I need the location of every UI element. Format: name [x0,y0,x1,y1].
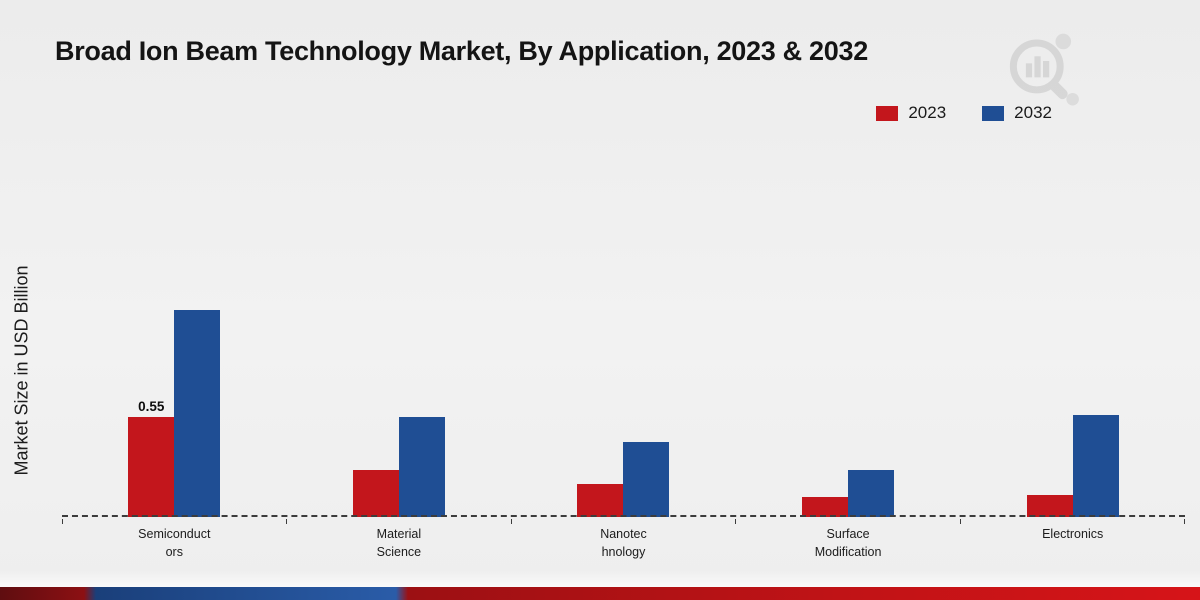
bar-group-nanotechnology [577,442,670,517]
bar-2032-electronics [1072,415,1119,517]
bar-group-semiconductors: 0.55 [128,310,221,517]
bar-value-label-2023-semiconductors: 0.55 [138,399,165,414]
legend-item-2023: 2023 [876,103,946,123]
axis-tick [510,519,512,524]
bar-2023-electronics [1026,495,1073,517]
bar-group-electronics [1026,415,1119,517]
axis-tick [1183,519,1185,524]
footer-stripe [0,587,1200,600]
bar-series-container: 0.55 [62,87,1185,517]
axis-tick [62,519,63,524]
category-labels: Semiconduct ors Material Science Nanotec h… [62,526,1185,561]
category-label-semiconductors: Semiconduct ors [138,527,211,559]
mrfr-logo-watermark [1009,33,1079,106]
bar-2023-nanotechnology [577,484,624,517]
bar-2023-surface-modification [802,497,849,517]
legend-swatch-2023 [876,105,899,121]
category-label-material-science: Material Science [376,527,422,559]
bar-2032-nanotechnology [623,442,670,517]
legend-label-2032: 2032 [1014,103,1052,122]
plot-area: 0.55 [62,87,1185,517]
legend: 2023 2032 [876,103,1052,123]
axis-tick [286,519,288,524]
bar-2032-surface-modification [848,470,895,517]
category-label-nanotechnology: Nanotec hnology [600,527,647,559]
chart-title: Broad Ion Beam Technology Market, By App… [55,36,868,66]
axis-tick [735,519,737,524]
y-axis-label: Market Size in USD Billion [11,265,32,476]
legend-swatch-2032 [982,105,1005,121]
bar-group-surface-modification [802,470,895,517]
bar-group-material-science [352,417,445,517]
footer-glow [0,571,1200,587]
axis-tick [959,519,961,524]
x-axis-ticks [62,519,1185,524]
legend-item-2032: 2032 [982,103,1052,123]
legend-label-2023: 2023 [908,103,947,122]
bar-2032-material-science [398,417,445,517]
bar-2032-semiconductors [174,310,221,517]
bar-2023-semiconductors: 0.55 [128,399,175,517]
x-axis-line [62,515,1185,517]
category-label-surface-modification: Surface Modification [814,527,882,559]
bar-2023-material-science [352,470,399,517]
category-label-electronics: Electronics [1042,527,1104,541]
